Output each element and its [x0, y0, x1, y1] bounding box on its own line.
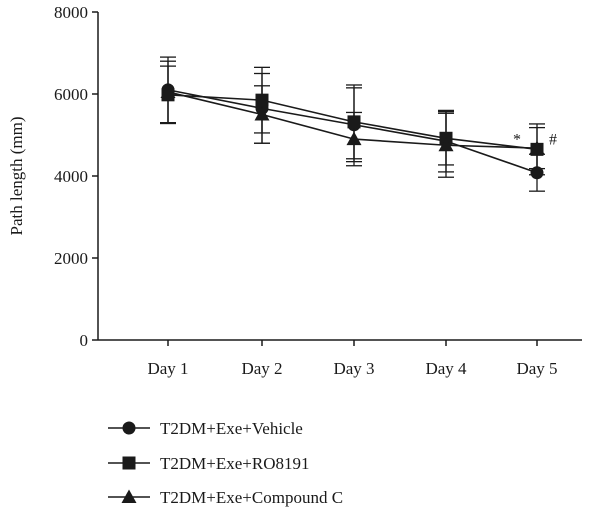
- legend-marker-triangle: [121, 489, 137, 503]
- series-line: [167, 89, 538, 174]
- significance-mark: *: [513, 131, 521, 148]
- y-tick-label: 0: [80, 331, 89, 350]
- legend-marker-square: [122, 456, 136, 470]
- y-tick-label: 8000: [54, 3, 88, 22]
- x-tick-label: Day 4: [425, 359, 467, 378]
- data-point: [346, 131, 362, 146]
- data-point: [529, 140, 545, 155]
- legend-label: T2DM+Exe+Compound C: [160, 488, 343, 507]
- data-point: [438, 137, 454, 152]
- series-triangle: [160, 60, 545, 178]
- x-tick-label: Day 1: [147, 359, 188, 378]
- x-tick-label: Day 5: [516, 359, 557, 378]
- y-tick-label: 4000: [54, 167, 88, 186]
- legend-marker-circle: [122, 421, 136, 435]
- y-tick-label: 2000: [54, 249, 88, 268]
- y-axis-label: Path length (mm): [7, 117, 26, 236]
- data-point: [254, 107, 270, 121]
- significance-mark: #: [549, 131, 557, 148]
- x-tick-label: Day 2: [241, 359, 282, 378]
- series-square: [160, 65, 545, 176]
- legend-label: T2DM+Exe+Vehicle: [160, 419, 303, 438]
- x-tick-label: Day 3: [333, 359, 374, 378]
- data-point: [160, 84, 176, 98]
- y-tick-label: 6000: [54, 85, 88, 104]
- legend-label: T2DM+Exe+RO8191: [160, 454, 310, 473]
